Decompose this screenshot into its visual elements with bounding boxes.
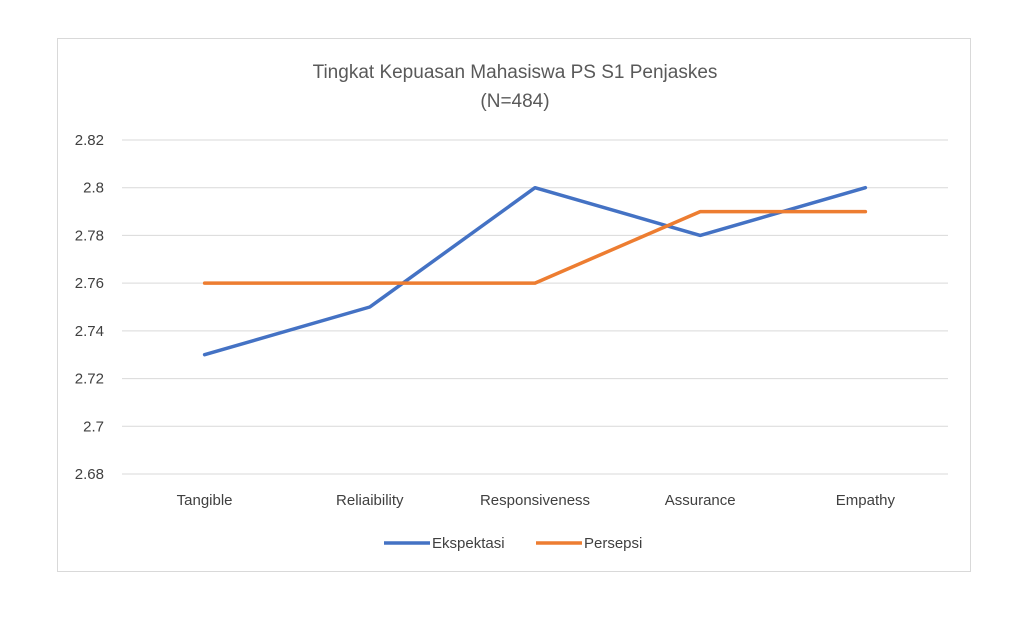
x-axis-ticks: Tangible Reliaibility Responsiveness Assura… bbox=[177, 492, 896, 509]
x-tick-label: Assurance bbox=[665, 492, 736, 509]
y-tick-label: 2.8 bbox=[83, 180, 104, 197]
x-tick-label: Reliaibility bbox=[336, 492, 404, 509]
legend: Ekspektasi Persepsi bbox=[384, 535, 642, 552]
x-tick-label: Responsiveness bbox=[480, 492, 590, 509]
y-tick-label: 2.74 bbox=[75, 323, 104, 340]
y-tick-label: 2.82 bbox=[75, 132, 104, 149]
series-lines bbox=[202, 185, 868, 357]
chart-title: Tingkat Kepuasan Mahasiswa PS S1 Penjask… bbox=[313, 62, 718, 83]
legend-label-ekspektasi: Ekspektasi bbox=[432, 535, 505, 552]
series-line-ekspektasi bbox=[202, 185, 868, 357]
chart-subtitle: (N=484) bbox=[480, 91, 549, 112]
y-tick-label: 2.7 bbox=[83, 418, 104, 435]
y-tick-label: 2.72 bbox=[75, 371, 104, 388]
series-line-persepsi bbox=[202, 209, 868, 285]
y-axis-ticks: 2.68 2.7 2.72 2.74 2.76 2.78 2.8 2.82 bbox=[75, 132, 104, 483]
y-tick-label: 2.68 bbox=[75, 466, 104, 483]
gridlines bbox=[122, 139, 948, 475]
y-tick-label: 2.78 bbox=[75, 227, 104, 244]
x-tick-label: Empathy bbox=[836, 492, 896, 509]
y-tick-label: 2.76 bbox=[75, 275, 104, 292]
chart-frame bbox=[57, 38, 971, 572]
x-tick-label: Tangible bbox=[177, 492, 233, 509]
legend-label-persepsi: Persepsi bbox=[584, 535, 642, 552]
